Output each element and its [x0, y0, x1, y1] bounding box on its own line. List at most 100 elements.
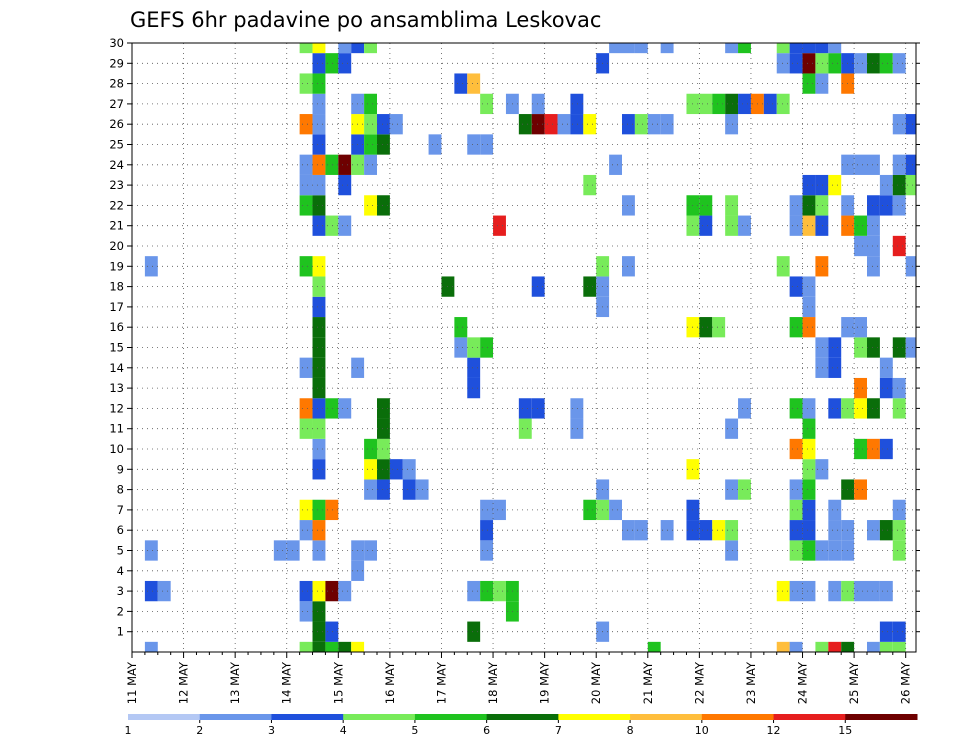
heatmap-cell — [312, 73, 326, 94]
heatmap-cell — [622, 195, 635, 216]
heatmap-cell — [867, 641, 880, 652]
heatmap-cell — [312, 459, 326, 480]
heatmap-cell — [312, 256, 326, 277]
heatmap-cell — [815, 256, 829, 277]
heatmap-cell — [312, 134, 326, 155]
heatmap-cell — [854, 398, 867, 419]
x-axis: 11 MAY 12 MAY 13 MAY 14 MAY 15 MAY 16 MAY 17 M… — [125, 652, 913, 704]
heatmap-cell — [377, 398, 390, 419]
heatmap-cell — [299, 154, 313, 175]
heatmap-cell — [776, 53, 790, 74]
colorbar-label: 2 — [196, 724, 203, 737]
heatmap-cell — [364, 43, 377, 54]
heatmap-cell — [776, 93, 790, 115]
heatmap-cell — [325, 621, 339, 642]
heatmap-cell — [828, 43, 842, 54]
heatmap-cell — [854, 215, 867, 236]
heatmap-cell — [299, 641, 313, 652]
heatmap-cell — [480, 499, 494, 521]
heatmap-cell — [299, 580, 313, 602]
heatmap-cell — [622, 520, 635, 541]
heatmap-cell — [377, 195, 390, 216]
heatmap-cell — [557, 114, 571, 135]
heatmap-cell — [867, 195, 880, 216]
heatmap-cell — [879, 53, 893, 74]
heatmap-cell — [879, 377, 893, 399]
heatmap-cell — [815, 43, 829, 54]
x-tick-label: 18 MAY — [486, 661, 500, 704]
heatmap-cell — [312, 621, 326, 642]
x-tick-label: 15 MAY — [331, 661, 345, 704]
heatmap-cell — [299, 601, 313, 622]
heatmap-cell — [828, 499, 842, 521]
heatmap-cell — [299, 73, 313, 94]
heatmap-cell — [815, 73, 829, 94]
heatmap-cell — [518, 418, 532, 439]
colorbar-swatch — [486, 714, 559, 720]
heatmap-cell — [879, 520, 893, 541]
heatmap-cell — [364, 540, 377, 561]
heatmap-cell — [531, 398, 545, 419]
heatmap-cell — [867, 256, 880, 277]
colorbar-label: 8 — [627, 724, 634, 737]
heatmap-cell — [879, 357, 893, 378]
heatmap-cell — [867, 398, 880, 419]
heatmap-cell — [493, 580, 506, 602]
x-tick-label: 23 MAY — [744, 661, 758, 704]
heatmap-cell — [776, 43, 790, 54]
y-tick-label: 18 — [109, 280, 124, 294]
heatmap-cell — [583, 499, 597, 521]
heatmap-cell — [493, 215, 506, 236]
y-tick-label: 29 — [109, 56, 124, 70]
heatmap-cell — [299, 174, 313, 196]
heatmap-cell — [841, 641, 855, 652]
heatmap-cell — [364, 438, 377, 460]
y-tick-label: 28 — [109, 77, 124, 91]
x-tick-label: 13 MAY — [228, 661, 242, 704]
heatmap-cell — [879, 580, 893, 602]
heatmap-cell — [867, 215, 880, 236]
heatmap-cell — [454, 337, 468, 358]
heatmap-cell — [299, 520, 313, 541]
heatmap-cell — [364, 195, 377, 216]
heatmap-cell — [879, 195, 893, 216]
heatmap-cell — [789, 398, 803, 419]
x-tick-label: 12 MAY — [177, 661, 191, 704]
heatmap-cell — [828, 53, 842, 74]
x-tick-label: 26 MAY — [899, 661, 913, 704]
y-tick-label: 25 — [109, 138, 124, 152]
heatmap-cell — [299, 43, 313, 54]
heatmap-cell — [892, 195, 906, 216]
heatmap-cell — [725, 43, 739, 54]
y-tick-label: 5 — [117, 544, 124, 558]
heatmap-cell — [338, 53, 352, 74]
colorbar-label: 15 — [838, 724, 852, 737]
heatmap-cell — [338, 43, 352, 54]
heatmap-cell — [815, 337, 829, 358]
heatmap-cell — [389, 114, 403, 135]
heatmap-cell — [299, 114, 313, 135]
heatmap-cell — [312, 398, 326, 419]
heatmap-cell — [738, 479, 751, 500]
heatmap-cell — [738, 398, 751, 419]
heatmap-cell — [802, 499, 816, 521]
heatmap-cell — [377, 479, 390, 500]
y-tick-label: 22 — [109, 198, 124, 212]
heatmap-cell — [299, 499, 313, 521]
heatmap-cell — [789, 43, 803, 54]
heatmap-cell — [325, 53, 339, 74]
y-axis: 1234567891011121314151617181920212223242… — [109, 36, 920, 639]
heatmap-cell — [312, 53, 326, 74]
heatmap-cell — [338, 174, 352, 196]
heatmap-cell — [712, 520, 726, 541]
heatmap-cell — [776, 641, 790, 652]
heatmap-cell — [802, 418, 816, 439]
heatmap-cell — [312, 520, 326, 541]
heatmap-cell — [312, 438, 326, 460]
heatmap-cell — [879, 641, 893, 652]
x-tick-label: 20 MAY — [589, 661, 603, 704]
heatmap-cell — [867, 580, 880, 602]
heatmap-cell — [879, 621, 893, 642]
heatmap-cell — [763, 93, 777, 115]
